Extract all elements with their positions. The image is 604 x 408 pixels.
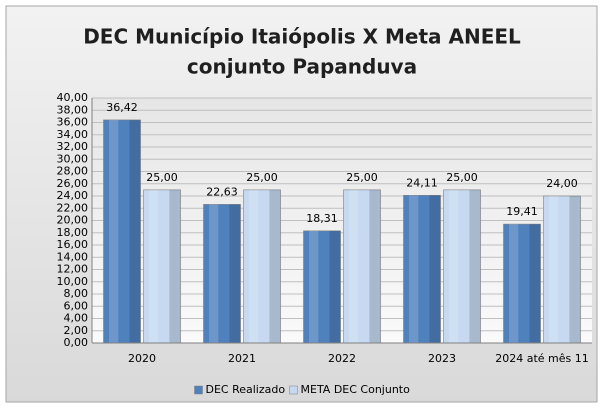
y-tick-label: 40,00 — [57, 91, 89, 104]
y-tick-label: 0,00 — [64, 336, 89, 349]
bar — [103, 119, 141, 344]
bar-shade — [269, 189, 281, 343]
data-label: 25,00 — [346, 171, 378, 184]
legend-label: DEC Realizado — [206, 383, 286, 396]
x-tick-label: 2022 — [328, 352, 356, 365]
chart-title: conjunto Papanduva — [187, 55, 417, 79]
y-tick-label: 10,00 — [57, 275, 89, 288]
bar-highlight — [209, 204, 219, 343]
y-tick-label: 32,00 — [57, 140, 89, 153]
data-label: 25,00 — [446, 171, 478, 184]
y-tick-label: 6,00 — [64, 299, 89, 312]
data-label: 22,63 — [206, 185, 238, 198]
y-tick-label: 12,00 — [57, 263, 89, 276]
bar-highlight — [149, 189, 159, 343]
y-tick-label: 4,00 — [64, 312, 89, 325]
bar-shade — [129, 119, 141, 344]
bar-highlight — [249, 189, 259, 343]
data-label: 24,11 — [406, 176, 438, 189]
bar-highlight — [509, 224, 519, 343]
x-tick-label: 2021 — [228, 352, 256, 365]
data-label: 19,41 — [506, 205, 538, 218]
bar-highlight — [109, 119, 119, 344]
legend-label: META DEC Conjunto — [301, 383, 411, 396]
y-tick-label: 38,00 — [57, 103, 89, 116]
bar — [343, 189, 381, 344]
bar — [403, 195, 441, 344]
chart-title: DEC Município Itaiópolis X Meta ANEEL — [83, 25, 521, 49]
x-tick-label: 2024 até mês 11 — [495, 352, 589, 365]
bar-shade — [169, 189, 181, 343]
bar — [243, 189, 281, 344]
bar-shade — [329, 230, 341, 343]
data-label: 24,00 — [546, 177, 578, 190]
y-tick-label: 22,00 — [57, 201, 89, 214]
bar-highlight — [449, 189, 459, 343]
bar — [543, 195, 581, 344]
y-tick-label: 28,00 — [57, 165, 89, 178]
bar-highlight — [309, 230, 319, 343]
y-tick-label: 2,00 — [64, 324, 89, 337]
y-tick-label: 26,00 — [57, 177, 89, 190]
legend-swatch — [194, 385, 203, 395]
y-tick-label: 30,00 — [57, 152, 89, 165]
data-label: 18,31 — [306, 212, 338, 225]
data-label: 36,42 — [106, 101, 138, 114]
bar-shade — [529, 224, 541, 343]
bar — [203, 204, 241, 344]
bar-highlight — [409, 195, 419, 343]
y-tick-label: 8,00 — [64, 287, 89, 300]
bar-highlight — [549, 196, 559, 343]
y-tick-label: 14,00 — [57, 250, 89, 263]
bar-highlight — [349, 189, 359, 343]
y-tick-label: 20,00 — [57, 214, 89, 227]
y-tick-label: 24,00 — [57, 189, 89, 202]
data-label: 25,00 — [246, 171, 278, 184]
bar-shade — [429, 195, 441, 343]
y-tick-label: 18,00 — [57, 226, 89, 239]
data-label: 25,00 — [146, 171, 178, 184]
bar — [443, 189, 481, 344]
bar-shade — [569, 196, 581, 343]
x-tick-label: 2023 — [428, 352, 456, 365]
bar — [303, 230, 341, 344]
legend-swatch — [289, 385, 298, 395]
y-tick-label: 34,00 — [57, 128, 89, 141]
x-tick-label: 2020 — [128, 352, 156, 365]
bar-shade — [469, 189, 481, 343]
y-tick-label: 16,00 — [57, 238, 89, 251]
bar-shade — [229, 204, 241, 343]
y-tick-label: 36,00 — [57, 116, 89, 129]
bar-shade — [369, 189, 381, 343]
